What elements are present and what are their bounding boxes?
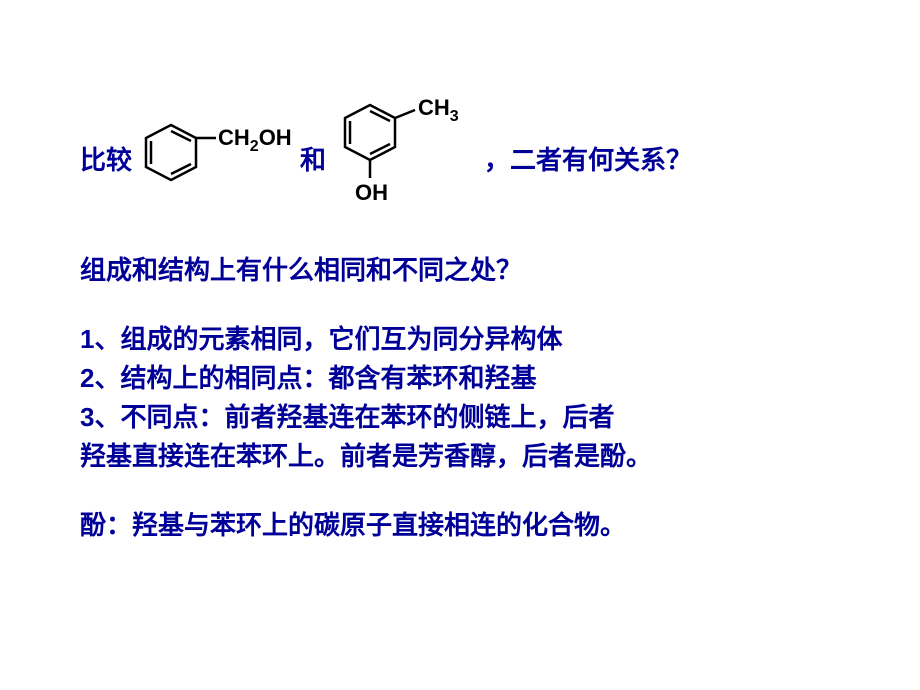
- ch2oh-sub: 2: [250, 138, 259, 155]
- point-2: 2、结构上的相同点：都含有苯环和羟基: [80, 359, 840, 398]
- ch2oh-label-part1: CH: [218, 125, 250, 150]
- svg-text:CH2OH: CH2OH: [218, 125, 292, 155]
- and-label: 和: [300, 141, 326, 180]
- oh-label: OH: [355, 180, 388, 205]
- ch2oh-end: OH: [259, 125, 292, 150]
- point-3b: 羟基直接连在苯环上。前者是芳香醇，后者是酚。: [80, 437, 840, 476]
- benzyl-alcohol-structure: CH2OH: [136, 105, 296, 216]
- cresol-structure: CH3 OH: [330, 90, 480, 231]
- point-3a: 3、不同点：前者羟基连在苯环的侧链上，后者: [80, 398, 840, 437]
- ch3-sub: 3: [450, 108, 459, 125]
- compare-label: 比较: [80, 141, 132, 180]
- relation-label: ，二者有何关系？: [484, 141, 692, 180]
- slide-content: 比较 CH2OH 和: [0, 0, 920, 545]
- svg-text:CH3: CH3: [418, 95, 459, 125]
- point-1: 1、组成的元素相同，它们互为同分异构体: [80, 320, 840, 359]
- ch3-label-part1: CH: [418, 95, 450, 120]
- question-line-1: 比较 CH2OH 和: [80, 90, 840, 231]
- sub-question: 组成和结构上有什么相同和不同之处？: [80, 251, 840, 290]
- phenol-definition: 酚：羟基与苯环上的碳原子直接相连的化合物。: [80, 506, 840, 545]
